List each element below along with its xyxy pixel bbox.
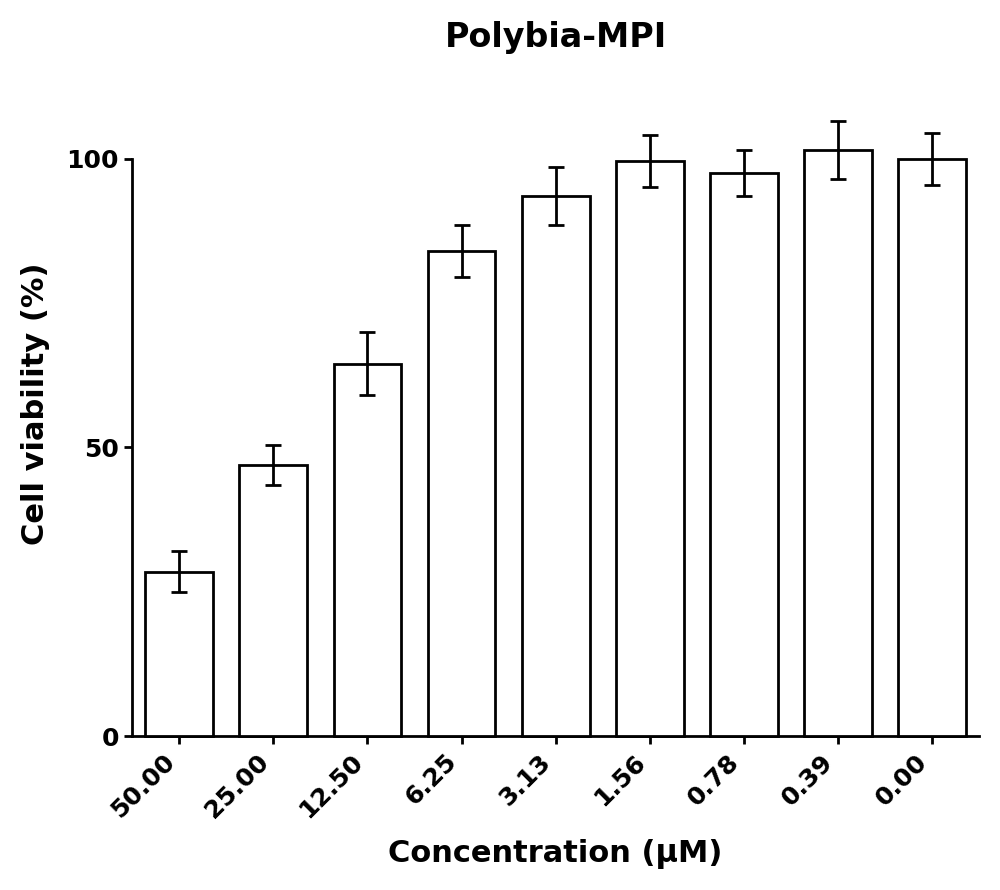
Bar — [898, 158, 966, 736]
Title: Polybia-MPI: Polybia-MPI — [445, 20, 667, 53]
Bar — [334, 364, 401, 736]
Bar — [804, 150, 872, 736]
Bar — [522, 196, 590, 736]
Bar — [239, 465, 307, 736]
Bar — [616, 161, 684, 736]
X-axis label: Concentration (μM): Concentration (μM) — [388, 839, 723, 870]
Y-axis label: Cell viability (%): Cell viability (%) — [21, 263, 50, 546]
Bar — [145, 571, 213, 736]
Bar — [428, 251, 495, 736]
Bar — [710, 173, 778, 736]
